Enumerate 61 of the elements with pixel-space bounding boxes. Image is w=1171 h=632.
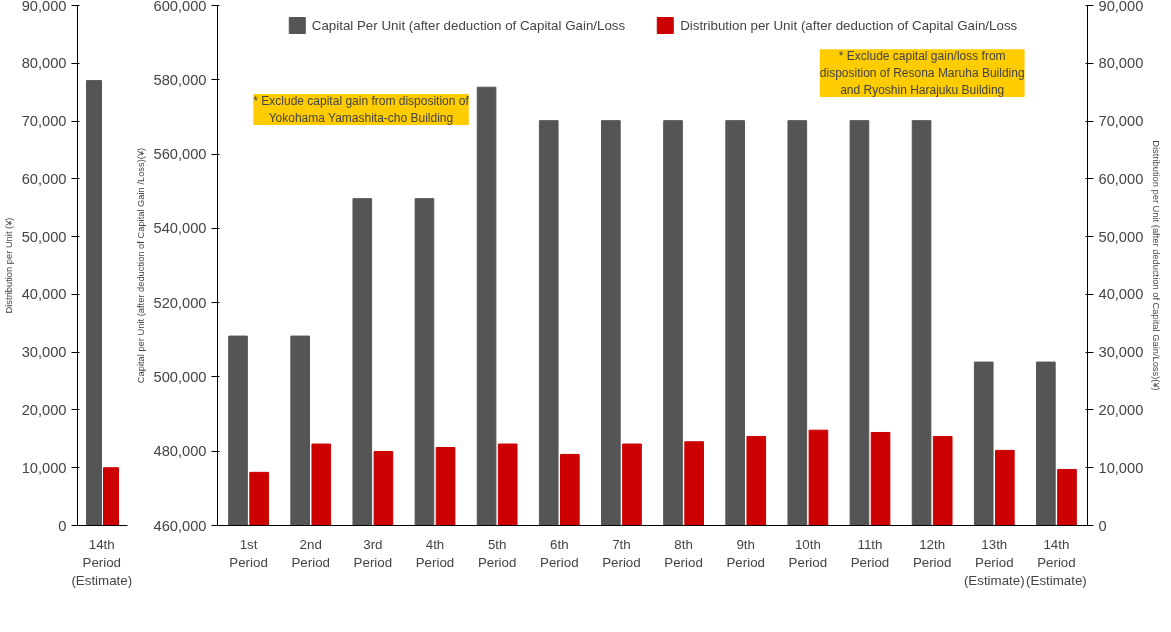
y2-tick-label: 90,000	[1098, 0, 1144, 14]
bar	[932, 436, 953, 526]
y-tick-label: 460,000	[153, 517, 207, 534]
y2-tick-label: 10,000	[1098, 459, 1144, 476]
x-tick-label: 10th Period	[788, 536, 828, 570]
bar	[560, 453, 580, 526]
x-tick-label: 14th Period (Estimate)	[71, 536, 133, 588]
x-tick-label: 13th Period (Estimate)	[963, 536, 1025, 588]
y-tick-label: 60,000	[21, 170, 67, 187]
x-tick-label: 12th Period	[912, 536, 952, 570]
y-tick-label: 560,000	[153, 146, 207, 163]
x-tick-label: 3rd Period	[353, 536, 393, 570]
bar	[622, 443, 642, 526]
legend-label: Capital Per Unit (after deduction of Capital Gain/Loss	[311, 17, 626, 33]
y-axis-title: Capital per Unit (after deduction of Capital Gain /Loss)(¥)	[135, 147, 146, 384]
bar	[684, 441, 704, 526]
y-axis-title: Distribution per Unit (¥)	[3, 217, 14, 314]
x-tick-label: 8th Period	[664, 536, 703, 570]
y2-tick-label: 30,000	[1098, 344, 1144, 361]
y2-axis-title: Distribution per Unit (after deduction of Capital Gain/Loss)(¥)	[1151, 140, 1162, 391]
bar	[497, 443, 518, 526]
annotation: * Exclude capital gain/loss from disposition of Resona Maruha Building and Ryoshin Harajuku Building	[819, 49, 1025, 97]
y2-tick-label: 60,000	[1098, 170, 1144, 187]
x-tick-label: 4th Period	[415, 536, 455, 570]
x-tick-label: 1st Period	[229, 536, 268, 570]
y2-tick-label: 0	[1098, 517, 1107, 534]
x-tick-label: 11th Period	[850, 536, 890, 570]
bar	[373, 451, 394, 526]
legend-label: Distribution per Unit (after deduction of Capital Gain/Loss	[680, 17, 1018, 33]
bar	[435, 447, 456, 526]
y2-tick-label: 20,000	[1098, 401, 1144, 418]
y-tick-label: 70,000	[21, 113, 67, 130]
y-tick-label: 40,000	[21, 286, 67, 303]
y2-tick-label: 40,000	[1098, 286, 1144, 303]
x-tick-label: 6th Period	[540, 536, 579, 570]
y2-tick-label: 50,000	[1098, 228, 1144, 245]
annotation: * Exclude capital gain from disposition of Yokohama Yamashita-cho Building	[253, 94, 470, 125]
bar	[808, 429, 829, 526]
bar	[249, 471, 269, 526]
y-tick-label: 0	[58, 517, 67, 534]
y-tick-label: 20,000	[21, 401, 67, 418]
y-tick-label: 540,000	[153, 220, 207, 237]
x-tick-label: 2nd Period	[291, 536, 330, 570]
y2-tick-label: 80,000	[1098, 55, 1144, 72]
bar	[746, 436, 767, 526]
y-tick-label: 480,000	[153, 443, 207, 460]
y-tick-label: 600,000	[153, 0, 207, 14]
y-tick-label: 10,000	[21, 459, 67, 476]
bar	[870, 431, 891, 526]
x-tick-label: 5th Period	[477, 536, 517, 570]
y2-tick-label: 70,000	[1098, 113, 1144, 130]
y-tick-label: 520,000	[153, 294, 207, 311]
x-tick-label: 14th Period (Estimate)	[1026, 536, 1087, 588]
y-tick-label: 90,000	[21, 0, 67, 14]
y-tick-label: 500,000	[153, 368, 207, 385]
y-tick-label: 30,000	[21, 344, 67, 361]
y-tick-label: 50,000	[21, 228, 67, 245]
y-tick-label: 580,000	[153, 71, 207, 88]
x-tick-label: 7th Period	[602, 536, 641, 570]
y-tick-label: 80,000	[21, 55, 67, 72]
x-tick-label: 9th Period	[726, 536, 765, 570]
